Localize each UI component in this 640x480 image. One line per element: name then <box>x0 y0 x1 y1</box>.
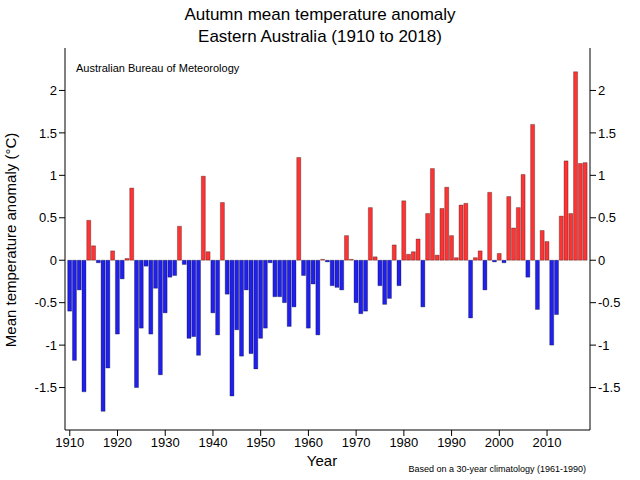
svg-text:0.5: 0.5 <box>598 210 616 225</box>
svg-text:2: 2 <box>50 83 57 98</box>
svg-text:-0.5: -0.5 <box>598 295 620 310</box>
svg-text:1990: 1990 <box>437 435 466 450</box>
svg-text:1970: 1970 <box>342 435 371 450</box>
svg-text:1960: 1960 <box>294 435 323 450</box>
svg-text:-0.5: -0.5 <box>35 295 57 310</box>
svg-text:2010: 2010 <box>533 435 562 450</box>
svg-text:-1.5: -1.5 <box>598 380 620 395</box>
svg-text:Autumn mean temperature anomal: Autumn mean temperature anomaly <box>184 5 456 24</box>
svg-text:1.5: 1.5 <box>39 126 57 141</box>
svg-text:-1.5: -1.5 <box>35 380 57 395</box>
svg-text:1: 1 <box>598 168 605 183</box>
svg-text:-1: -1 <box>598 338 610 353</box>
svg-text:0: 0 <box>598 253 605 268</box>
svg-text:1950: 1950 <box>246 435 275 450</box>
svg-text:Mean temperature anomaly (°C): Mean temperature anomaly (°C) <box>8 133 19 347</box>
svg-text:1910: 1910 <box>55 435 84 450</box>
svg-text:1930: 1930 <box>151 435 180 450</box>
svg-text:0: 0 <box>50 253 57 268</box>
svg-text:1920: 1920 <box>103 435 132 450</box>
svg-text:1.5: 1.5 <box>598 126 616 141</box>
svg-text:0.5: 0.5 <box>39 210 57 225</box>
svg-text:1940: 1940 <box>198 435 227 450</box>
svg-text:Based on a 30-year climatology: Based on a 30-year climatology (1961-199… <box>408 464 586 474</box>
svg-text:2: 2 <box>598 83 605 98</box>
svg-text:2000: 2000 <box>485 435 514 450</box>
svg-text:-1: -1 <box>45 338 57 353</box>
svg-text:Australian Bureau of Meteorolo: Australian Bureau of Meteorology <box>76 62 240 74</box>
svg-text:1: 1 <box>50 168 57 183</box>
svg-text:Eastern Australia (1910 to 201: Eastern Australia (1910 to 2018) <box>198 27 442 46</box>
svg-text:1980: 1980 <box>389 435 418 450</box>
svg-text:Year: Year <box>307 452 337 469</box>
